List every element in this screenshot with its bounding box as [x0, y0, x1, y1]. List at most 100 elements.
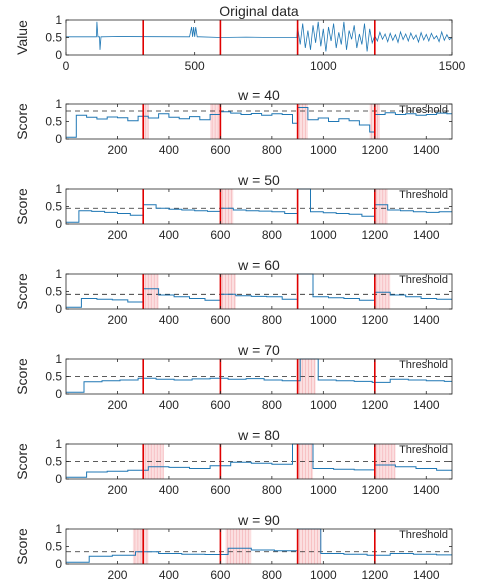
x-tick-label: 800: [262, 143, 282, 157]
y-axis-label: Score: [14, 528, 30, 565]
y-tick-label: 1: [55, 182, 62, 196]
x-tick-label: 800: [262, 568, 282, 582]
x-tick-label: 1200: [361, 568, 388, 582]
x-tick-label: 400: [159, 483, 179, 497]
x-tick-label: 1400: [413, 313, 440, 327]
y-axis-label: Score: [14, 443, 30, 480]
series-line-1: [66, 528, 452, 563]
subplot-6: Threshold 200 400 600 800 1000 1200 1400 0 0.5 1 w …: [14, 427, 453, 497]
subplot-title: Original data: [219, 3, 299, 19]
x-tick-label: 200: [107, 313, 127, 327]
x-tick-label: 1000: [310, 483, 337, 497]
threshold-label: Threshold: [399, 104, 448, 116]
x-tick-label: 1400: [413, 143, 440, 157]
x-tick-label: 1000: [310, 398, 337, 412]
axes-box: [65, 188, 453, 225]
y-tick-label: 0: [55, 132, 62, 146]
y-axis-label: Score: [14, 358, 30, 395]
axes-box: [65, 103, 453, 140]
x-tick-label: 400: [159, 143, 179, 157]
y-tick-label: 0.5: [45, 31, 62, 45]
y-tick-label: 1: [55, 522, 62, 536]
x-tick-label: 600: [210, 228, 230, 242]
y-tick-label: 0.5: [45, 200, 62, 214]
x-tick-label: 200: [107, 568, 127, 582]
y-tick-label: 0.5: [45, 455, 62, 469]
x-tick-label: 1400: [413, 398, 440, 412]
x-tick-label: 600: [210, 398, 230, 412]
x-tick-label: 1500: [439, 59, 466, 73]
series-line-1: [66, 443, 452, 478]
threshold-label: Threshold: [399, 444, 448, 456]
x-tick-label: 1200: [361, 228, 388, 242]
x-tick-label: 1000: [310, 143, 337, 157]
series-line-1: [66, 273, 452, 308]
y-tick-label: 0.5: [45, 285, 62, 299]
subplot-title: w = 50: [237, 172, 280, 188]
series-line-1: [66, 358, 452, 393]
x-tick-label: 400: [159, 313, 179, 327]
y-axis-label: Score: [14, 103, 30, 140]
x-tick-label: 1000: [310, 59, 337, 73]
shaded-region: [374, 189, 388, 224]
x-tick-label: 1000: [310, 228, 337, 242]
y-tick-label: 1: [55, 13, 62, 27]
subplot-title: w = 40: [237, 87, 280, 103]
x-tick-label: 1200: [361, 483, 388, 497]
x-tick-label: 1400: [413, 568, 440, 582]
y-tick-label: 1: [55, 352, 62, 366]
x-tick-label: 600: [210, 483, 230, 497]
shaded-region: [297, 359, 316, 394]
subplot-title: w = 80: [237, 427, 280, 443]
y-tick-label: 0: [55, 217, 62, 231]
series-line-1: [66, 188, 452, 223]
x-tick-label: 800: [262, 228, 282, 242]
x-tick-label: 1200: [361, 143, 388, 157]
y-axis-label: Value: [14, 20, 30, 55]
axes-box: [65, 273, 453, 310]
threshold-label: Threshold: [399, 359, 448, 371]
subplot-7: Threshold 200 400 600 800 1000 1200 1400 0 0.5 1 w …: [14, 512, 453, 582]
x-tick-label: 800: [262, 398, 282, 412]
x-tick-label: 200: [107, 483, 127, 497]
y-tick-label: 0: [55, 48, 62, 62]
x-tick-label: 0: [63, 59, 70, 73]
subplot-title: w = 60: [237, 257, 280, 273]
x-tick-label: 1000: [310, 313, 337, 327]
x-tick-label: 800: [262, 313, 282, 327]
subplot-2: Threshold 200 400 600 800 1000 1200 1400 0 0.5 1 w …: [14, 87, 453, 157]
x-tick-label: 1400: [413, 483, 440, 497]
subplot-3: Threshold 200 400 600 800 1000 1200 1400 0 0.5 1 w …: [14, 172, 453, 242]
x-tick-label: 600: [210, 143, 230, 157]
threshold-label: Threshold: [399, 274, 448, 286]
y-axis-label: Score: [14, 188, 30, 225]
x-tick-label: 400: [159, 228, 179, 242]
y-tick-label: 1: [55, 97, 62, 111]
y-tick-label: 0: [55, 472, 62, 486]
series-line-1: [66, 107, 452, 138]
shaded-region: [297, 529, 321, 564]
shaded-region: [143, 104, 149, 139]
subplot-5: Threshold 200 400 600 800 1000 1200 1400 0 0.5 1 w …: [14, 342, 453, 412]
x-tick-label: 200: [107, 143, 127, 157]
y-tick-label: 1: [55, 267, 62, 281]
x-tick-label: 800: [262, 483, 282, 497]
x-tick-label: 400: [159, 568, 179, 582]
subplot-title: w = 70: [237, 342, 280, 358]
shaded-region: [220, 189, 234, 224]
x-tick-label: 1000: [310, 568, 337, 582]
threshold-label: Threshold: [399, 529, 448, 541]
y-tick-label: 0.5: [45, 540, 62, 554]
threshold-label: Threshold: [399, 189, 448, 201]
shaded-region: [225, 529, 252, 564]
series-line-1: [66, 21, 453, 52]
subplot-4: Threshold 200 400 600 800 1000 1200 1400 0 0.5 1 w …: [14, 257, 453, 327]
y-tick-label: 0: [55, 302, 62, 316]
y-tick-label: 0.5: [45, 115, 62, 129]
x-tick-label: 1400: [413, 228, 440, 242]
x-tick-label: 600: [210, 313, 230, 327]
y-tick-label: 1: [55, 437, 62, 451]
subplot-title: w = 90: [237, 512, 280, 528]
